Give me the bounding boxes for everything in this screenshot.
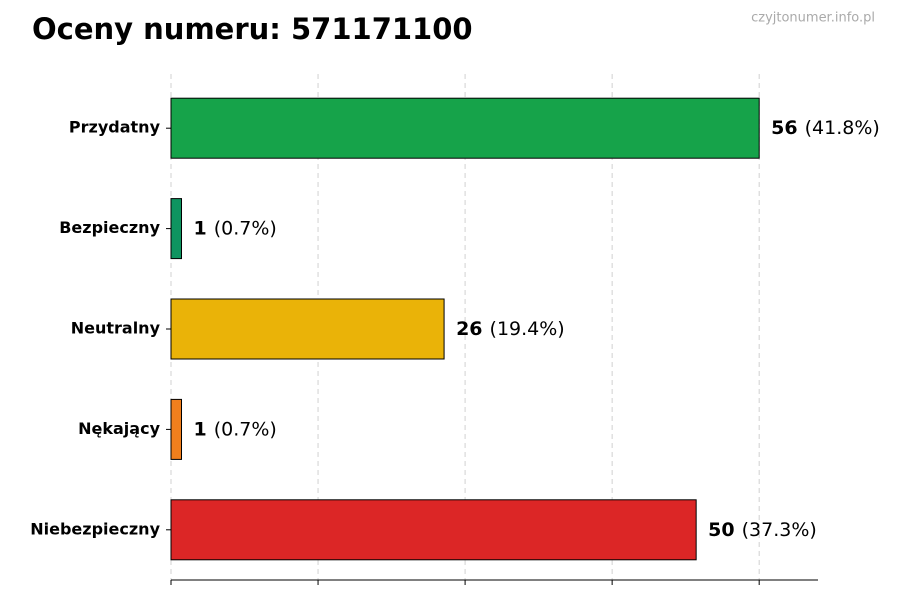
value-label: 1 (0.7%) [194,418,277,440]
share-label: (19.4%) [490,318,565,340]
bar [170,97,760,159]
bar [170,398,183,460]
y-tick-label: Neutralny [71,319,161,338]
share-label: (0.7%) [214,418,277,440]
y-tick-label: Przydatny [69,118,161,137]
y-tick-label: Bezpieczny [59,218,160,237]
bar [170,499,697,561]
value-number: 1 [194,418,207,440]
value-label: 50 (37.3%) [708,518,817,540]
chart-title: Oceny numeru: 571171100 [32,12,473,46]
share-label: (37.3%) [742,518,817,540]
y-tick-label: Nękający [78,419,160,438]
bar [170,298,445,360]
value-number: 1 [194,217,207,239]
bar [170,198,183,260]
share-label: (0.7%) [214,217,277,239]
y-tick-label: Niebezpieczny [30,519,160,538]
value-number: 50 [708,518,734,540]
value-number: 56 [771,117,797,139]
watermark: czyjtonumer.info.pl [751,11,875,26]
value-number: 26 [456,318,482,340]
share-label: (41.8%) [805,117,880,139]
value-label: 56 (41.8%) [771,117,880,139]
value-label: 1 (0.7%) [194,217,277,239]
value-label: 26 (19.4%) [456,318,565,340]
